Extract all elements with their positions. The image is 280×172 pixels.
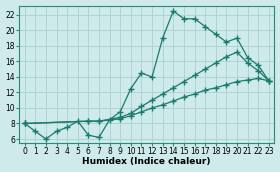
X-axis label: Humidex (Indice chaleur): Humidex (Indice chaleur)	[83, 157, 211, 166]
